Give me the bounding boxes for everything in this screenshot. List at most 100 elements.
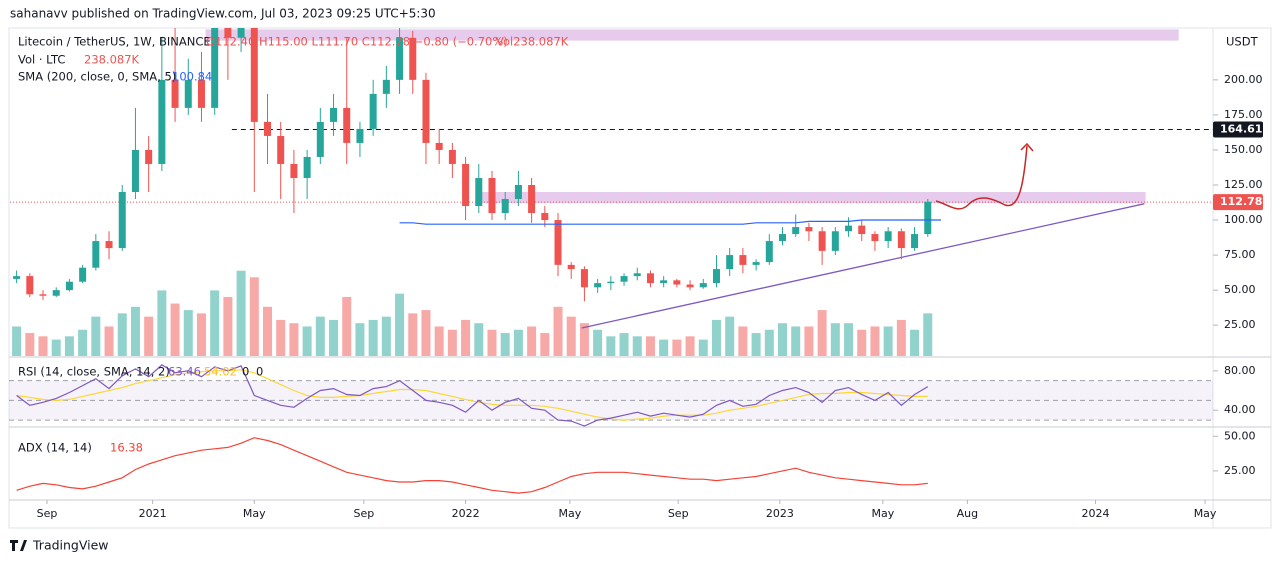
candle-body: [356, 128, 364, 143]
candle-body: [779, 234, 787, 242]
volume-bar: [659, 339, 669, 356]
volume-bar: [857, 329, 867, 356]
candle-body: [620, 276, 628, 282]
x-tick-label: Sep: [668, 507, 689, 520]
candle-body: [528, 184, 536, 214]
candle-body: [475, 177, 483, 207]
volume-bar: [183, 310, 193, 356]
candle-body: [26, 276, 34, 295]
candle-body: [396, 37, 404, 80]
candle-body: [171, 79, 179, 108]
currency: USDT: [1226, 35, 1259, 49]
candle-body: [924, 201, 932, 235]
candle-body: [277, 135, 285, 164]
candle-body: [911, 234, 919, 249]
rsi-line: [16, 364, 929, 427]
volume-bar: [12, 326, 22, 356]
rsi-extra: 0: [242, 365, 249, 379]
header: sahanavv published on TradingView.com, J…: [10, 7, 436, 21]
candle-body: [224, 28, 232, 38]
adx-value: 16.38: [110, 441, 143, 455]
candle-body: [145, 149, 153, 164]
candle-body: [118, 192, 126, 249]
volume-bar: [51, 339, 61, 356]
candle-body: [92, 241, 100, 268]
adx-line: [16, 437, 928, 494]
rsi-sma-value: 54.02: [204, 365, 237, 379]
volume-bar: [421, 310, 431, 356]
candle-body: [369, 93, 377, 129]
candle-body: [250, 28, 258, 122]
legend: Litecoin / TetherUS, 1W, BINANCE O112.40…: [18, 35, 1259, 455]
volume-bar: [527, 326, 537, 356]
candle-body: [39, 294, 47, 296]
candle-body: [290, 163, 298, 178]
volume-bar: [566, 316, 576, 356]
volume-bar: [725, 316, 735, 356]
volume-bar: [870, 326, 880, 356]
candle-body: [79, 267, 87, 282]
y-tick-label: 125.00: [1224, 178, 1263, 191]
candle-body: [699, 283, 707, 288]
volume-bar: [500, 333, 510, 356]
rsi-sma-line: [16, 369, 928, 421]
candle-body: [435, 142, 443, 150]
candle-body: [805, 227, 813, 232]
price-label-box: [1213, 194, 1263, 211]
volume-bar: [461, 319, 471, 356]
candle-body: [65, 281, 73, 291]
volume-bar: [751, 333, 761, 356]
candle-body: [541, 213, 549, 221]
sma-name: SMA (200, close, 0, SMA, 5): [18, 70, 176, 84]
y-tick-label: 175.00: [1224, 108, 1263, 121]
y-tick-label: 75.00: [1224, 248, 1256, 261]
volume-bar: [817, 310, 827, 356]
volume-bar: [698, 339, 708, 356]
candle-body: [131, 149, 139, 192]
trendline: [581, 203, 1145, 329]
volume-bar: [474, 323, 484, 356]
candle-body: [303, 156, 311, 178]
vol-name: Vol · LTC: [18, 53, 65, 67]
x-tick-label: May: [559, 507, 582, 520]
sma-value: 100.84: [172, 70, 212, 84]
candle-body: [197, 79, 205, 108]
candle-body: [752, 262, 760, 265]
candle-body: [211, 28, 219, 108]
x-tick-label: 2024: [1081, 507, 1109, 520]
x-tick-label: May: [871, 507, 894, 520]
volume-bar: [830, 323, 840, 356]
rsi-value: 63.46: [168, 365, 201, 379]
candle-body: [871, 234, 879, 242]
volume-bar: [249, 277, 259, 356]
candle-body: [158, 79, 166, 164]
volume-bar: [632, 336, 642, 356]
candle-body: [739, 255, 747, 265]
candle-body: [343, 107, 351, 143]
volume-bar: [619, 333, 629, 356]
volume-bar: [381, 316, 391, 356]
y-tick-label: 200.00: [1224, 73, 1263, 86]
candle-body: [607, 281, 615, 284]
candle-body: [422, 79, 430, 143]
axes: 25.00 50.00 75.00 100.00 125.00 150.00 175.00 2…: [37, 73, 1263, 520]
y-tick-label: 25.00: [1224, 464, 1256, 477]
candle-body: [712, 269, 720, 284]
volume-bar: [223, 296, 233, 356]
volume-bar: [368, 319, 378, 356]
volume-bar: [738, 326, 748, 356]
volume-bar: [711, 319, 721, 356]
volume-bar: [157, 290, 167, 356]
rsi-extra: 0: [256, 365, 263, 379]
candle-body: [765, 241, 773, 263]
candle-body: [316, 121, 324, 157]
volume-bar: [329, 319, 339, 356]
x-tick-label: 2023: [766, 507, 794, 520]
volume-bar: [25, 333, 35, 356]
ohlc: O112.40 H115.00 L111.70 C112.78 −0.80 (−…: [206, 35, 508, 49]
x-tick-label: Sep: [354, 507, 375, 520]
candle-body: [897, 231, 905, 249]
price-label: 164.61: [1220, 122, 1262, 135]
candle-body: [105, 241, 113, 249]
zone: [478, 192, 1146, 204]
